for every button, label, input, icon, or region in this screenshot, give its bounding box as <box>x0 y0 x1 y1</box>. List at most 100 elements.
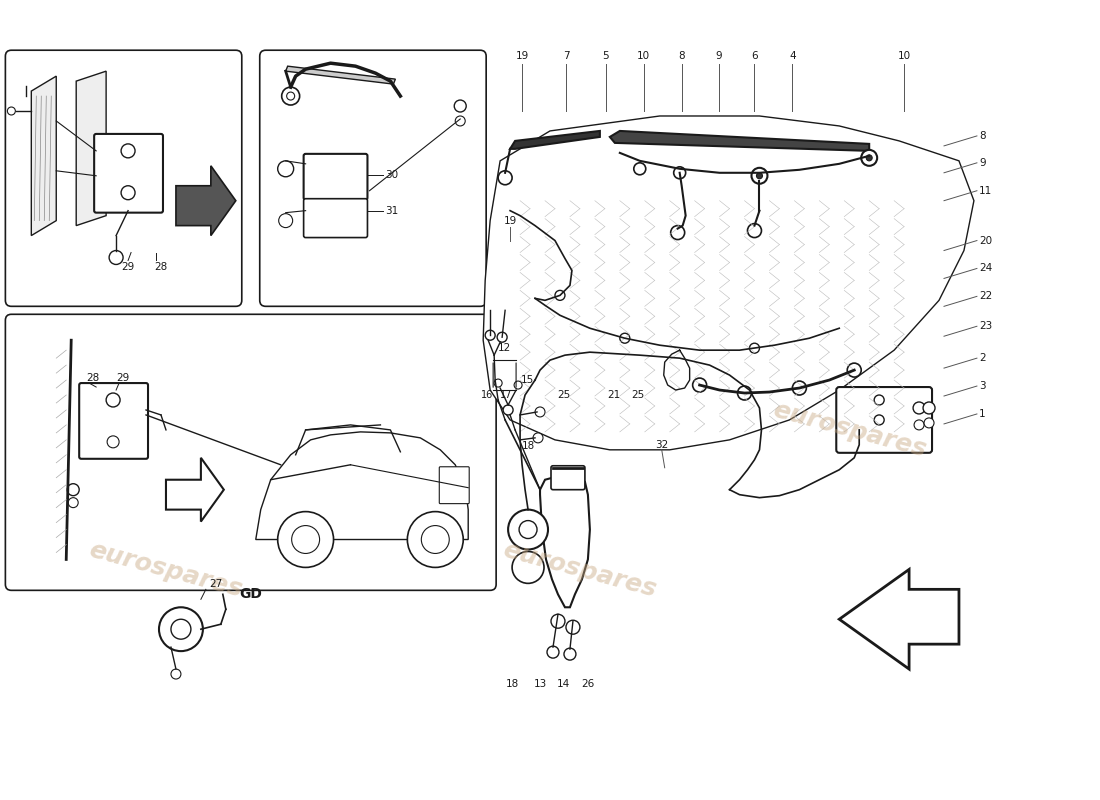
Text: 19: 19 <box>516 51 529 61</box>
Polygon shape <box>31 76 56 235</box>
Text: 22: 22 <box>979 291 992 302</box>
FancyBboxPatch shape <box>6 314 496 590</box>
Circle shape <box>534 433 543 443</box>
Circle shape <box>485 330 495 340</box>
Circle shape <box>454 100 466 112</box>
Circle shape <box>170 669 180 679</box>
Text: 26: 26 <box>581 679 594 689</box>
FancyBboxPatch shape <box>79 383 148 458</box>
Text: GD: GD <box>240 587 262 602</box>
Text: 4: 4 <box>789 51 795 61</box>
Circle shape <box>634 163 646 174</box>
Circle shape <box>757 173 762 178</box>
Text: 28: 28 <box>86 373 99 383</box>
FancyBboxPatch shape <box>95 134 163 213</box>
Circle shape <box>67 484 79 496</box>
Circle shape <box>292 526 320 554</box>
Circle shape <box>513 551 544 583</box>
Text: eurospares: eurospares <box>500 538 659 602</box>
Text: 15: 15 <box>520 375 534 385</box>
Circle shape <box>282 87 299 105</box>
Circle shape <box>874 415 884 425</box>
Text: 3: 3 <box>979 381 986 391</box>
Text: 27: 27 <box>209 579 222 590</box>
Circle shape <box>498 170 513 185</box>
Text: 13: 13 <box>534 679 547 689</box>
Circle shape <box>671 226 684 239</box>
Polygon shape <box>540 476 590 607</box>
Circle shape <box>121 186 135 200</box>
Circle shape <box>619 334 630 343</box>
Circle shape <box>68 498 78 508</box>
Text: 9: 9 <box>715 51 722 61</box>
Text: 31: 31 <box>385 206 398 216</box>
Text: 29: 29 <box>117 373 130 383</box>
Circle shape <box>277 161 294 177</box>
Text: 25: 25 <box>631 390 645 400</box>
Text: eurospares: eurospares <box>770 398 928 462</box>
Polygon shape <box>176 166 235 235</box>
Circle shape <box>508 510 548 550</box>
Circle shape <box>673 167 685 178</box>
Polygon shape <box>483 116 974 450</box>
Circle shape <box>106 393 120 407</box>
Text: 2: 2 <box>979 353 986 363</box>
Text: 29: 29 <box>121 262 134 273</box>
Text: 8: 8 <box>679 51 685 61</box>
Text: 14: 14 <box>557 679 570 689</box>
Polygon shape <box>255 432 469 539</box>
FancyBboxPatch shape <box>260 50 486 306</box>
Circle shape <box>914 420 924 430</box>
Circle shape <box>847 363 861 377</box>
Polygon shape <box>76 71 106 226</box>
Polygon shape <box>166 458 223 522</box>
Text: 18: 18 <box>521 441 535 451</box>
Text: 19: 19 <box>504 216 517 226</box>
Text: 17: 17 <box>499 390 513 400</box>
Circle shape <box>8 107 15 115</box>
Circle shape <box>924 418 934 428</box>
FancyBboxPatch shape <box>836 387 932 453</box>
Circle shape <box>749 343 759 353</box>
Circle shape <box>170 619 191 639</box>
Text: 6: 6 <box>751 51 758 61</box>
Text: 16: 16 <box>481 390 493 400</box>
Text: 1: 1 <box>979 409 986 419</box>
Text: 32: 32 <box>656 440 669 450</box>
Circle shape <box>514 381 522 389</box>
Circle shape <box>913 402 925 414</box>
Text: 5: 5 <box>603 51 609 61</box>
Circle shape <box>693 378 706 392</box>
Text: 21: 21 <box>607 390 620 400</box>
Circle shape <box>861 150 877 166</box>
Circle shape <box>519 521 537 538</box>
FancyBboxPatch shape <box>439 466 470 504</box>
Circle shape <box>556 290 565 300</box>
Circle shape <box>792 381 806 395</box>
Text: 18: 18 <box>506 679 519 689</box>
Circle shape <box>160 607 202 651</box>
Text: 7: 7 <box>562 51 570 61</box>
Circle shape <box>494 379 502 387</box>
Text: eurospares: eurospares <box>87 538 245 602</box>
Text: 11: 11 <box>979 186 992 196</box>
Text: 12: 12 <box>497 343 510 353</box>
Circle shape <box>421 526 449 554</box>
Polygon shape <box>839 570 959 669</box>
Text: 25: 25 <box>558 390 571 400</box>
FancyBboxPatch shape <box>304 198 367 238</box>
Circle shape <box>107 436 119 448</box>
FancyBboxPatch shape <box>304 154 367 200</box>
Circle shape <box>407 512 463 567</box>
Circle shape <box>547 646 559 658</box>
Circle shape <box>497 332 507 342</box>
FancyBboxPatch shape <box>6 50 242 306</box>
Circle shape <box>277 512 333 567</box>
Text: 10: 10 <box>637 51 650 61</box>
Text: 8: 8 <box>979 131 986 141</box>
Circle shape <box>121 144 135 158</box>
Text: 24: 24 <box>979 263 992 274</box>
Circle shape <box>923 402 935 414</box>
Text: 28: 28 <box>154 262 167 273</box>
Circle shape <box>503 405 513 415</box>
